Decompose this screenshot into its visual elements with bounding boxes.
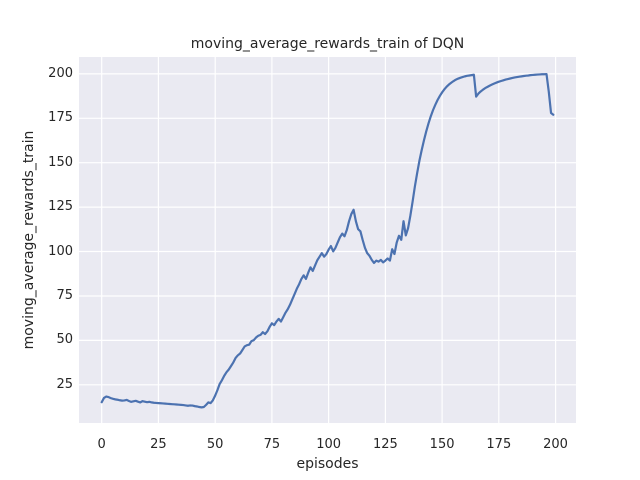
x-tick-label: 175 [486, 437, 512, 452]
plot-area [79, 57, 576, 423]
series-line-moving_average_rewards_train [100, 72, 555, 409]
x-tick-label: 25 [150, 437, 167, 452]
x-axis-label: episodes [296, 456, 359, 472]
y-tick-label: 75 [56, 287, 73, 303]
x-tick-label: 200 [543, 437, 568, 452]
chart-title: moving_average_rewards_train of DQN [190, 36, 465, 52]
y-tick-label: 150 [48, 154, 73, 170]
y-tick-label: 25 [56, 376, 73, 392]
x-tick-label: 0 [97, 437, 106, 452]
x-tick-label: 150 [429, 437, 455, 452]
y-tick-label: 175 [48, 110, 73, 126]
x-tick-label: 125 [372, 437, 398, 452]
y-tick-label: 100 [48, 243, 73, 259]
y-tick-label: 200 [48, 65, 73, 81]
x-tick-label: 100 [316, 437, 342, 452]
x-tick-label: 50 [206, 437, 224, 452]
y-tick-label: 50 [56, 332, 73, 348]
y-tick-label: 125 [48, 199, 73, 215]
line-chart-canvas [79, 57, 576, 423]
x-tick-label: 75 [263, 437, 281, 452]
